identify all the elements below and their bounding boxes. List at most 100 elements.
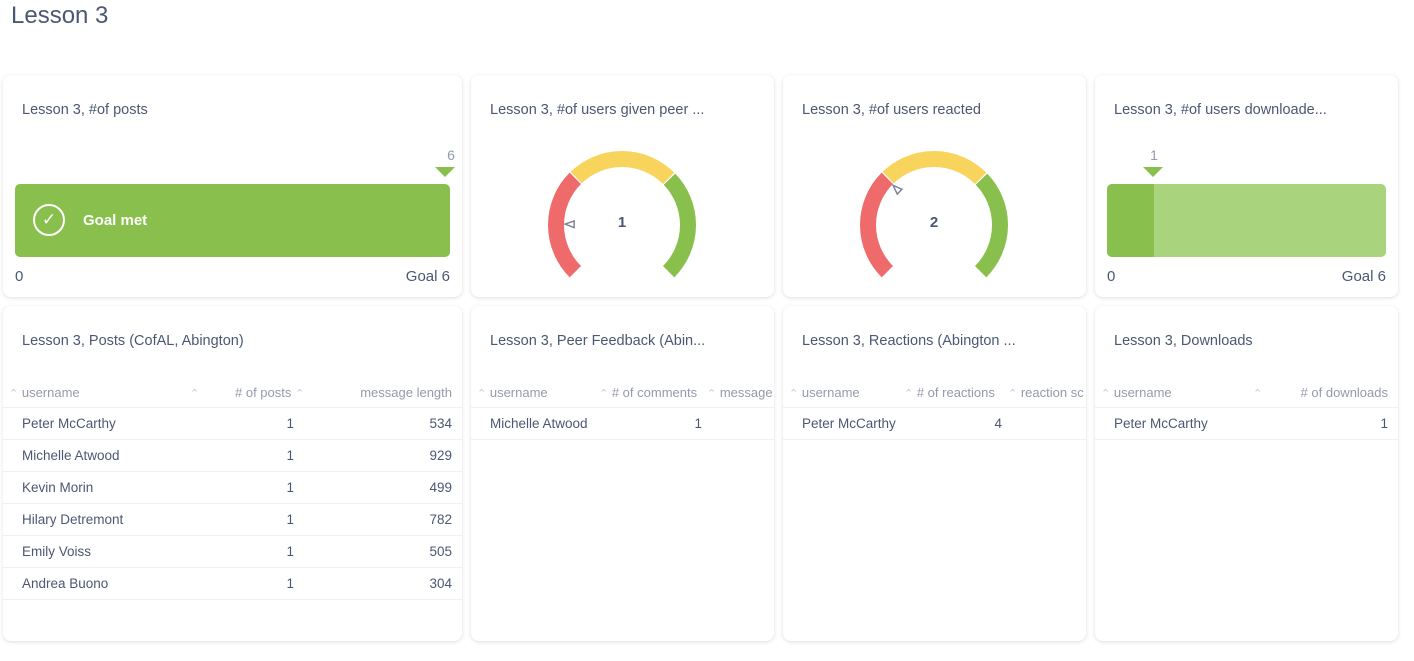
column-header-reactions[interactable]: ⌃ # of reactions <box>904 378 995 408</box>
table-row[interactable]: Peter McCarthy 1 534 <box>3 408 462 440</box>
cell-posts: 1 <box>286 544 294 559</box>
gauge-value: 1 <box>617 214 627 231</box>
column-header-message[interactable]: ⌃ message <box>707 378 773 408</box>
cell-posts: 1 <box>286 480 294 495</box>
sort-icon: ⌃ <box>599 388 609 400</box>
cell-message-length: 782 <box>429 512 452 527</box>
downloads-table-card[interactable]: Lesson 3, Downloads ⌃ username ⌃ # of do… <box>1095 306 1398 641</box>
cell-username: Andrea Buono <box>22 576 109 591</box>
sort-icon[interactable]: ⌃ <box>1253 388 1263 400</box>
column-header-username[interactable]: ⌃ username <box>477 378 548 408</box>
column-label: # of posts <box>235 385 292 400</box>
data-table: ⌃ username ⌃ # of posts ⌃ message length… <box>3 378 462 600</box>
card-title[interactable]: Lesson 3, #of posts <box>22 102 148 118</box>
cell-username: Peter McCarthy <box>802 416 896 431</box>
cell-posts: 1 <box>286 576 294 591</box>
sort-icon: ⌃ <box>1101 388 1111 400</box>
posts-table-card[interactable]: Lesson 3, Posts (CofAL, Abington) ⌃ user… <box>3 306 462 641</box>
column-header-message-length[interactable]: message length <box>360 378 452 408</box>
card-title[interactable]: Lesson 3, #of users reacted <box>802 102 981 118</box>
card-title[interactable]: Lesson 3, Reactions (Abington ... <box>802 333 1016 349</box>
peer-feedback-table-card[interactable]: Lesson 3, Peer Feedback (Abin... ⌃ usern… <box>471 306 774 641</box>
cell-message-length: 929 <box>429 448 452 463</box>
gauge-segment-green <box>662 173 696 278</box>
cell-username: Michelle Atwood <box>490 416 588 431</box>
card-title[interactable]: Lesson 3, Downloads <box>1114 333 1253 349</box>
column-header-username[interactable]: ⌃ username <box>789 378 860 408</box>
table-header: ⌃ username ⌃ # of comments ⌃ message <box>471 378 774 408</box>
cell-username: Hilary Detremont <box>22 512 124 527</box>
page-title: Lesson 3 <box>11 2 109 29</box>
table-row[interactable]: Peter McCarthy 4 <box>783 408 1086 440</box>
table-row[interactable]: Andrea Buono 1 304 <box>3 568 462 600</box>
goal-met-label: Goal met <box>83 211 148 229</box>
sort-icon: ⌃ <box>789 388 799 400</box>
reactions-table-card[interactable]: Lesson 3, Reactions (Abington ... ⌃ user… <box>783 306 1086 641</box>
gauge-segment-red <box>548 172 582 278</box>
table-header: ⌃ username ⌃ # of downloads <box>1095 378 1398 408</box>
check-circle-icon: ✓ <box>33 204 65 236</box>
column-header-reaction-score[interactable]: ⌃ reaction sc <box>1008 378 1084 408</box>
column-label: username <box>1113 385 1172 400</box>
gauge-value: 2 <box>929 214 939 231</box>
gauge-segment-red <box>860 172 894 278</box>
table-row[interactable]: Emily Voiss 1 505 <box>3 536 462 568</box>
column-header-username[interactable]: ⌃ username <box>1101 378 1172 408</box>
progress-bar <box>1107 184 1386 257</box>
data-table: ⌃ username ⌃ # of downloads Peter McCart… <box>1095 378 1398 440</box>
progress-min-label: 0 <box>15 268 24 285</box>
column-label: # of comments <box>611 385 698 400</box>
column-label: # of reactions <box>916 385 995 400</box>
column-label: message length <box>360 385 452 400</box>
table-row[interactable]: Michelle Atwood 1 <box>471 408 774 440</box>
card-title[interactable]: Lesson 3, #of users given peer ... <box>490 102 705 118</box>
cell-username: Emily Voiss <box>22 544 92 559</box>
column-header-downloads[interactable]: # of downloads <box>1301 378 1388 408</box>
sort-icon: ⌃ <box>9 388 19 400</box>
reacted-gauge-card[interactable]: Lesson 3, #of users reacted 2 <box>783 75 1086 297</box>
posts-progress-card[interactable]: Lesson 3, #of posts 6 ✓ Goal met 0 Goal … <box>3 75 462 297</box>
cell-message-length: 499 <box>429 480 452 495</box>
sort-icon[interactable]: ⌃ <box>190 388 200 400</box>
sort-icon: ⌃ <box>295 388 305 400</box>
cell-username: Peter McCarthy <box>22 416 116 431</box>
sort-icon: ⌃ <box>1008 388 1018 400</box>
sort-icon: ⌃ <box>707 388 717 400</box>
cell-downloads: 1 <box>1380 416 1388 431</box>
cell-username: Kevin Morin <box>22 480 94 495</box>
column-label: username <box>801 385 860 400</box>
card-title[interactable]: Lesson 3, Peer Feedback (Abin... <box>490 333 706 349</box>
data-table: ⌃ username ⌃ # of comments ⌃ message Mic… <box>471 378 774 440</box>
gauge-segment-green <box>974 173 1008 278</box>
table-row[interactable]: Michelle Atwood 1 929 <box>3 440 462 472</box>
progress-min-label: 0 <box>1107 268 1116 285</box>
sort-icon: ⌃ <box>904 388 914 400</box>
column-header-username[interactable]: ⌃ username <box>9 378 80 408</box>
progress-bar: ✓ Goal met <box>15 184 450 257</box>
cell-posts: 1 <box>286 512 294 527</box>
cell-posts: 1 <box>286 448 294 463</box>
progress-marker-icon <box>1143 167 1163 177</box>
progress-goal-label: Goal 6 <box>405 268 450 285</box>
cell-username: Michelle Atwood <box>22 448 120 463</box>
sort-icon: ⌃ <box>477 388 487 400</box>
column-header-comments[interactable]: ⌃ # of comments <box>599 378 697 408</box>
data-table: ⌃ username ⌃ # of reactions ⌃ reaction s… <box>783 378 1086 440</box>
table-row[interactable]: Hilary Detremont 1 782 <box>3 504 462 536</box>
table-row[interactable]: Peter McCarthy 1 <box>1095 408 1398 440</box>
peer-feedback-gauge-card[interactable]: Lesson 3, #of users given peer ... 1 <box>471 75 774 297</box>
progress-value: 6 <box>447 147 455 163</box>
card-title[interactable]: Lesson 3, Posts (CofAL, Abington) <box>22 333 244 349</box>
gauge-segment-yellow <box>882 151 987 185</box>
progress-value: 1 <box>1150 147 1158 163</box>
card-title[interactable]: Lesson 3, #of users downloade... <box>1114 102 1327 118</box>
column-label: # of downloads <box>1300 385 1388 400</box>
goal-met-indicator: ✓ Goal met <box>33 204 147 236</box>
cell-message-length: 505 <box>429 544 452 559</box>
table-row[interactable]: Kevin Morin 1 499 <box>3 472 462 504</box>
gauge-chart <box>548 151 696 278</box>
cell-username: Peter McCarthy <box>1114 416 1208 431</box>
gauge-segment-yellow <box>570 151 675 185</box>
column-header-posts[interactable]: # of posts ⌃ <box>235 378 304 408</box>
downloads-progress-card[interactable]: Lesson 3, #of users downloade... 1 0 Goa… <box>1095 75 1398 297</box>
